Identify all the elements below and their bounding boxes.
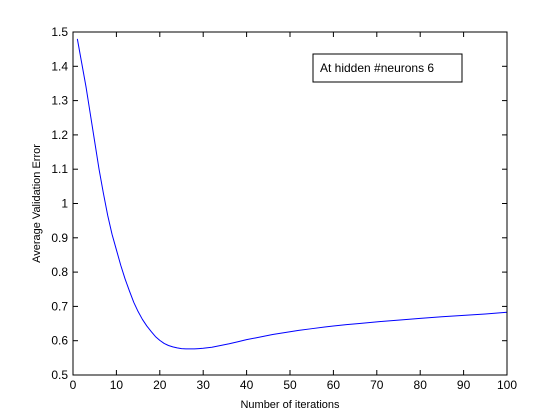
ticks-layer: 0 10 20 30 40 50 60 70 80 90 100 0.5 0.6 0.7 0.8 0.9 1 1.… xyxy=(51,25,517,392)
legend-box xyxy=(312,53,463,83)
axes-box xyxy=(72,31,508,376)
series-layer xyxy=(76,38,508,350)
y-tick-label: 1 xyxy=(61,197,68,211)
y-tick-label: 1.4 xyxy=(51,59,68,73)
y-tick-label: 1.1 xyxy=(51,162,68,176)
legend: At hidden #neurons 6 xyxy=(312,53,463,83)
y-tick-label: 0.6 xyxy=(51,334,68,348)
x-tick-label: 20 xyxy=(153,378,167,392)
x-tick-label: 10 xyxy=(110,378,124,392)
x-tick-label: 0 xyxy=(70,378,77,392)
y-axis-label: Average Validation Error xyxy=(31,144,43,263)
y-tick-label: 1.5 xyxy=(51,25,68,39)
y-tick-label: 0.7 xyxy=(51,299,68,313)
y-tick-label: 0.9 xyxy=(51,231,68,245)
x-tick-label: 50 xyxy=(283,378,297,392)
y-tick-label: 0.5 xyxy=(51,368,68,382)
x-tick-label: 30 xyxy=(197,378,211,392)
legend-label: At hidden #neurons 6 xyxy=(320,61,434,75)
x-tick-label: 90 xyxy=(457,378,471,392)
y-tick-label: 1.3 xyxy=(51,94,68,108)
x-axis-label: Number of iterations xyxy=(240,399,340,411)
x-tick-label: 70 xyxy=(370,378,384,392)
x-tick-label: 60 xyxy=(327,378,341,392)
series-line xyxy=(76,38,508,350)
x-tick-label: 100 xyxy=(497,378,517,392)
x-tick-label: 40 xyxy=(240,378,254,392)
y-tick-label: 0.8 xyxy=(51,265,68,279)
y-tick-label: 1.2 xyxy=(51,128,68,142)
x-tick-label: 80 xyxy=(414,378,428,392)
